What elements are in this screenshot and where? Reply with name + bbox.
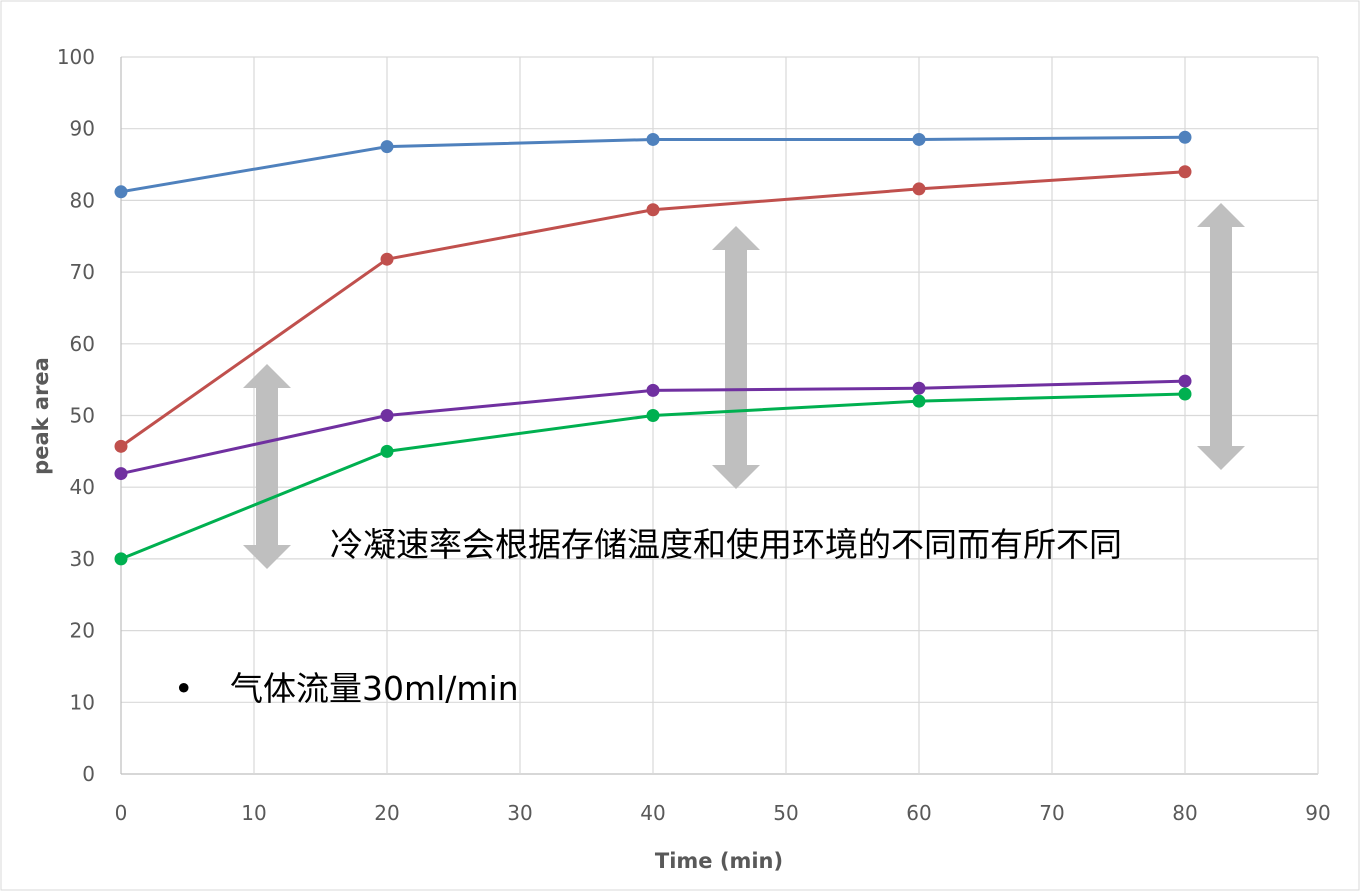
data-point xyxy=(114,185,128,199)
double-arrow xyxy=(243,364,291,569)
data-point xyxy=(912,394,926,408)
x-axis-title: Time (min) xyxy=(655,849,783,873)
y-axis-ticks: 0 10 20 30 40 50 60 70 80 90 100 xyxy=(57,45,95,786)
x-tick-label: 50 xyxy=(773,801,798,825)
x-tick-label: 10 xyxy=(241,801,266,825)
x-tick-label: 80 xyxy=(1172,801,1197,825)
series-layer xyxy=(114,130,1192,566)
x-tick-label: 90 xyxy=(1305,801,1330,825)
y-tick-label: 10 xyxy=(70,690,95,714)
x-axis-ticks: 0 10 20 30 40 50 60 70 80 90 xyxy=(115,801,1331,825)
data-point xyxy=(646,409,660,422)
bullet-marker: • xyxy=(174,669,193,708)
x-tick-label: 40 xyxy=(640,801,665,825)
x-tick-label: 20 xyxy=(374,801,399,825)
data-point xyxy=(1178,387,1192,401)
data-point xyxy=(912,132,926,146)
data-point xyxy=(912,381,926,395)
data-point xyxy=(380,252,394,266)
annotation-note: 冷凝速率会根据存储温度和使用环境的不同而有所不同 xyxy=(330,525,1122,564)
data-point xyxy=(1178,130,1192,144)
x-tick-label: 30 xyxy=(507,801,532,825)
range-arrows xyxy=(243,203,1245,569)
data-point xyxy=(114,467,128,481)
annotation-bullet-text: 气体流量30ml/min xyxy=(230,669,519,708)
y-tick-label: 80 xyxy=(70,188,95,212)
data-point xyxy=(380,409,394,422)
data-point xyxy=(114,439,128,453)
y-tick-label: 90 xyxy=(70,117,95,141)
y-tick-label: 30 xyxy=(70,547,95,571)
y-tick-label: 50 xyxy=(70,404,95,428)
x-tick-label: 60 xyxy=(906,801,931,825)
y-tick-label: 70 xyxy=(70,260,95,284)
y-tick-label: 0 xyxy=(82,762,95,786)
y-tick-label: 20 xyxy=(70,619,95,643)
y-axis-title: peak area xyxy=(29,357,53,475)
y-tick-label: 100 xyxy=(57,45,95,69)
data-point xyxy=(646,383,660,397)
x-tick-label: 0 xyxy=(115,801,128,825)
double-arrow xyxy=(712,226,760,489)
y-tick-label: 60 xyxy=(70,332,95,356)
data-point xyxy=(1178,374,1192,388)
double-arrow xyxy=(1197,203,1245,470)
data-point xyxy=(1178,165,1192,179)
data-point xyxy=(646,203,660,217)
data-point xyxy=(380,140,394,154)
data-point xyxy=(114,552,128,566)
y-tick-label: 40 xyxy=(70,475,95,499)
x-tick-label: 70 xyxy=(1039,801,1064,825)
data-point xyxy=(646,132,660,146)
data-point xyxy=(912,182,926,196)
data-point xyxy=(380,444,394,458)
